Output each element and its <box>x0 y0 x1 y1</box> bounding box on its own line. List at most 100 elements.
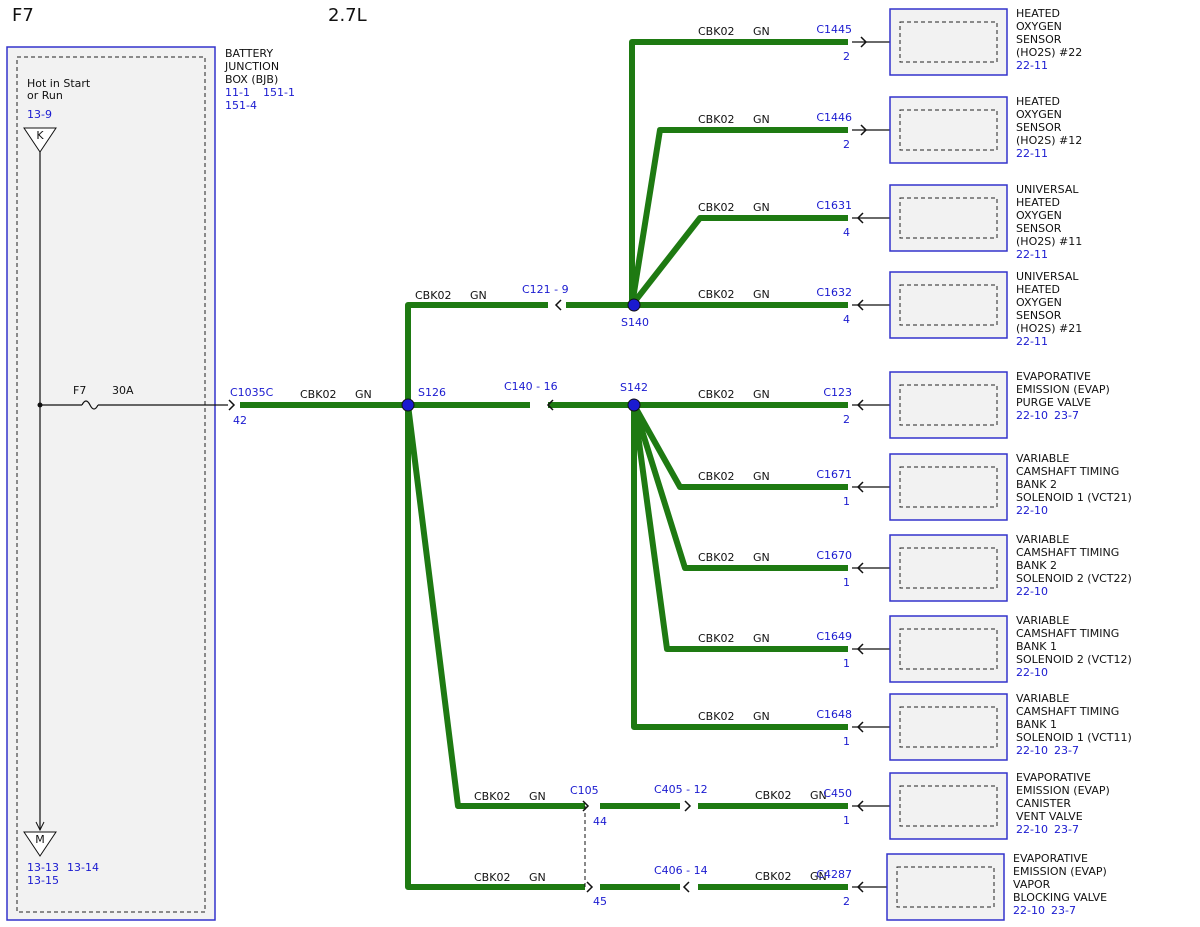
connector: C1631 <box>816 199 852 212</box>
wire-color: GN <box>753 632 770 645</box>
connector-arrow <box>856 800 864 812</box>
component-name: UNIVERSAL <box>1016 183 1079 196</box>
component-name: EVAPORATIVE <box>1013 852 1088 865</box>
connector: C1446 <box>816 111 852 124</box>
splice-label: S142 <box>620 381 648 394</box>
component-name: CAMSHAFT TIMING <box>1016 705 1119 718</box>
connector: C1445 <box>816 23 852 36</box>
component-ref: 22-10 <box>1013 904 1045 917</box>
pin-triangle <box>23 127 57 153</box>
source-name: BOX (BJB) <box>225 73 278 86</box>
wire <box>631 403 848 490</box>
wire-color: GN <box>753 113 770 126</box>
component-name: VARIABLE <box>1016 452 1069 465</box>
inline-connector: C406 - 14 <box>654 864 708 877</box>
component-ref: 22-10 <box>1016 823 1048 836</box>
component-ref: 23-7 <box>1051 904 1076 917</box>
component-name: EMISSION (EVAP) <box>1016 383 1110 396</box>
component-box <box>889 534 1008 602</box>
component-name: (HO2S) #11 <box>1016 235 1082 248</box>
component-inner <box>899 384 998 426</box>
component-box <box>889 615 1008 683</box>
connector-arrow <box>856 212 864 224</box>
connector: C1649 <box>816 630 852 643</box>
connector-pin: 2 <box>843 138 850 151</box>
component-box <box>889 772 1008 840</box>
component-inner <box>899 284 998 326</box>
wire <box>631 404 848 652</box>
component-name: BANK 1 <box>1016 640 1057 653</box>
component-name: EMISSION (EVAP) <box>1013 865 1107 878</box>
component-name: OXYGEN <box>1016 296 1062 309</box>
wire-color: GN <box>753 25 770 38</box>
wire-color: GN <box>355 388 372 401</box>
wire-circuit: CBK02 <box>698 710 734 723</box>
wire-circuit: CBK02 <box>474 871 510 884</box>
component-name: CAMSHAFT TIMING <box>1016 465 1119 478</box>
connector-pin: 2 <box>843 413 850 426</box>
bus-arrow <box>35 821 45 832</box>
connector-arrow <box>586 881 594 893</box>
source-name: BATTERY <box>225 47 273 60</box>
component-name: EVAPORATIVE <box>1016 370 1091 383</box>
wire-circuit: CBK02 <box>755 870 791 883</box>
connector: C450 <box>823 787 852 800</box>
component-inner <box>896 866 995 908</box>
component-name: CAMSHAFT TIMING <box>1016 627 1119 640</box>
connector-pin: 1 <box>843 576 850 589</box>
connector-pin: 2 <box>843 895 850 908</box>
source-connector: C1035C <box>230 386 274 399</box>
wire-color: GN <box>470 289 487 302</box>
connector-pin: 2 <box>843 50 850 63</box>
component-ref: 22-11 <box>1016 248 1048 261</box>
connector-arrow <box>860 124 868 136</box>
wire-circuit: CBK02 <box>415 289 451 302</box>
connector-arrow <box>582 800 590 812</box>
component-name: CAMSHAFT TIMING <box>1016 546 1119 559</box>
bottom-ref: 13-15 <box>27 874 59 887</box>
component-name: HEATED <box>1016 283 1060 296</box>
wire <box>631 404 848 571</box>
wire <box>405 405 585 890</box>
connector-arrow <box>856 721 864 733</box>
wire-circuit: CBK02 <box>698 25 734 38</box>
component-inner <box>899 628 998 670</box>
connector: C1671 <box>816 468 852 481</box>
connector-arrow <box>856 643 864 655</box>
wire-color: GN <box>529 790 546 803</box>
connector-pin: 1 <box>843 495 850 508</box>
fuse-name: F7 <box>73 384 86 397</box>
component-box <box>889 371 1008 439</box>
connector-pin: 4 <box>843 226 850 239</box>
connector-pin: 4 <box>843 313 850 326</box>
wire-color: GN <box>753 288 770 301</box>
component-name: UNIVERSAL <box>1016 270 1079 283</box>
engine: 2.7L <box>328 5 367 26</box>
component-inner <box>899 466 998 508</box>
connector-arrow <box>856 881 864 893</box>
wire-circuit: CBK02 <box>755 789 791 802</box>
splice-label: S126 <box>418 386 446 399</box>
wire-color: GN <box>810 870 827 883</box>
component-name: EVAPORATIVE <box>1016 771 1091 784</box>
connector-arrow <box>856 299 864 311</box>
component-name: SOLENOID 1 (VCT11) <box>1016 731 1132 744</box>
wire-circuit: CBK02 <box>300 388 336 401</box>
wire-circuit: CBK02 <box>698 201 734 214</box>
c105-name: C105 <box>570 784 599 797</box>
component-name: BANK 2 <box>1016 559 1057 572</box>
wire <box>629 215 848 307</box>
wire <box>631 405 848 730</box>
wire-color: GN <box>753 201 770 214</box>
component-name: SOLENOID 1 (VCT21) <box>1016 491 1132 504</box>
component-name: SENSOR <box>1016 121 1062 134</box>
connector: C1670 <box>816 549 852 562</box>
component-name: SENSOR <box>1016 222 1062 235</box>
wire-color: GN <box>529 871 546 884</box>
component-name: SOLENOID 2 (VCT22) <box>1016 572 1132 585</box>
component-name: (HO2S) #22 <box>1016 46 1082 59</box>
connector-arrow <box>684 800 692 812</box>
wire-circuit: CBK02 <box>698 113 734 126</box>
component-name: (HO2S) #21 <box>1016 322 1082 335</box>
